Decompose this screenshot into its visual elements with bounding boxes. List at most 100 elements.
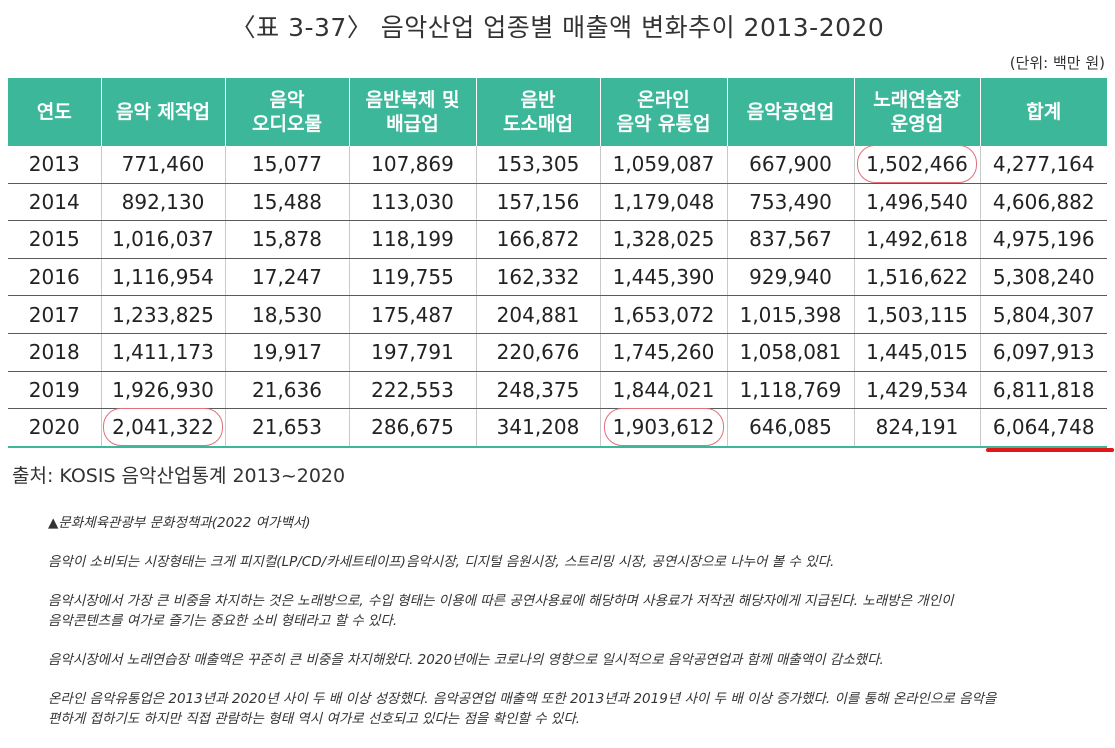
table-cell: 753,490	[727, 183, 855, 222]
table-cell: 929,940	[727, 258, 855, 297]
annotation-circle	[857, 145, 977, 184]
table-cell: 1,016,037	[101, 220, 226, 259]
table-cell: 118,199	[349, 220, 477, 259]
table-cell-circled: 1,903,612	[600, 408, 728, 448]
table-cell: 222,553	[349, 371, 477, 410]
header-cell: 음악 오디오물	[225, 78, 350, 146]
year-cell: 2018	[8, 333, 102, 372]
table-cell: 21,636	[225, 371, 350, 410]
cell-value: 2,041,322	[112, 415, 214, 440]
total-cell: 6,097,913	[980, 333, 1107, 372]
table-cell: 1,179,048	[600, 183, 728, 222]
table-cell: 1,059,087	[600, 146, 728, 184]
table-cell: 1,233,825	[101, 295, 226, 334]
table-cell-circled: 1,502,466	[854, 145, 981, 184]
table-cell: 15,878	[225, 220, 350, 259]
table-cell: 771,460	[101, 146, 226, 184]
header-cell: 온라인 음악 유통업	[600, 78, 728, 146]
header-row: 연도 음악 제작업 음악 오디오물 음반복제 및 배급업 음반 도소매업 온라인…	[8, 78, 1107, 146]
table-cell: 166,872	[476, 220, 601, 259]
annotation-circle	[603, 408, 724, 447]
note-paragraph: 온라인 음악유통업은 2013년과 2020년 사이 두 배 이상 성장했다. …	[48, 691, 997, 707]
notes-block: ▲문화체육관광부 문화정책과(2022 여가백서) 음악이 소비되는 시장형태는…	[48, 513, 1088, 729]
header-cell: 합계	[980, 78, 1107, 146]
table-cell: 153,305	[476, 146, 601, 184]
table-cell: 21,653	[225, 408, 350, 448]
year-cell: 2013	[8, 146, 102, 184]
table-row: 2019 1,926,930 21,636 222,553 248,375 1,…	[8, 371, 1107, 410]
table-cell: 107,869	[349, 146, 477, 184]
table-cell: 248,375	[476, 371, 601, 410]
total-cell: 6,064,748	[980, 408, 1107, 448]
year-cell: 2016	[8, 258, 102, 297]
table-cell: 1,745,260	[600, 333, 728, 372]
header-cell: 노래연습장 운영업	[854, 78, 981, 146]
table-cell: 1,926,930	[101, 371, 226, 410]
header-cell: 연도	[8, 78, 102, 146]
credit-line: ▲문화체육관광부 문화정책과(2022 여가백서)	[48, 515, 311, 531]
table-cell: 824,191	[854, 408, 981, 448]
year-cell: 2017	[8, 295, 102, 334]
table-cell: 1,503,115	[854, 295, 981, 334]
table-row: 2020 2,041,322 21,653 286,675 341,208 1,…	[8, 408, 1107, 448]
table-row: 2017 1,233,825 18,530 175,487 204,881 1,…	[8, 295, 1107, 334]
table-cell: 1,492,618	[854, 220, 981, 259]
table-cell: 1,516,622	[854, 258, 981, 297]
table-cell: 1,118,769	[727, 371, 855, 410]
table-cell: 286,675	[349, 408, 477, 448]
table-cell: 197,791	[349, 333, 477, 372]
total-cell: 4,606,882	[980, 183, 1107, 222]
table-cell: 1,411,173	[101, 333, 226, 372]
table-cell: 113,030	[349, 183, 477, 222]
table-cell: 119,755	[349, 258, 477, 297]
table-cell: 1,496,540	[854, 183, 981, 222]
table-row: 2016 1,116,954 17,247 119,755 162,332 1,…	[8, 258, 1107, 297]
table-row: 2014 892,130 15,488 113,030 157,156 1,17…	[8, 183, 1107, 222]
total-cell: 4,975,196	[980, 220, 1107, 259]
annotation-circle	[103, 408, 223, 447]
total-cell: 4,277,164	[980, 146, 1107, 184]
table-cell: 162,332	[476, 258, 601, 297]
table-cell: 1,445,390	[600, 258, 728, 297]
sales-table: 연도 음악 제작업 음악 오디오물 음반복제 및 배급업 음반 도소매업 온라인…	[8, 78, 1107, 448]
unit-label: (단위: 백만 원)	[1009, 54, 1105, 72]
header-cell: 음악 제작업	[101, 78, 226, 146]
note-paragraph: 음악시장에서 가장 큰 비중을 차지하는 것은 노래방으로, 수입 형태는 이용…	[48, 593, 954, 609]
table-title: 〈표 3-37〉 음악산업 업종별 매출액 변화추이 2013-2020	[230, 13, 885, 42]
year-cell: 2019	[8, 371, 102, 410]
table-cell: 204,881	[476, 295, 601, 334]
note-paragraph-cont: 음악콘텐츠를 여가로 즐기는 중요한 소비 형태라고 할 수 있다.	[48, 613, 398, 629]
table-cell: 17,247	[225, 258, 350, 297]
table-cell: 1,844,021	[600, 371, 728, 410]
table-cell: 1,015,398	[727, 295, 855, 334]
table-cell: 1,058,081	[727, 333, 855, 372]
table-cell: 892,130	[101, 183, 226, 222]
table-cell: 1,429,534	[854, 371, 981, 410]
header-cell: 음반 도소매업	[476, 78, 601, 146]
cell-value: 1,502,466	[866, 152, 968, 177]
table-cell: 1,445,015	[854, 333, 981, 372]
table-cell-circled: 2,041,322	[101, 408, 226, 448]
annotation-underline	[986, 448, 1114, 452]
cell-value: 1,903,612	[612, 415, 715, 440]
year-cell: 2020	[8, 408, 102, 448]
year-cell: 2014	[8, 183, 102, 222]
table-cell: 15,077	[225, 146, 350, 184]
table-cell: 15,488	[225, 183, 350, 222]
table-cell: 1,116,954	[101, 258, 226, 297]
table-cell: 157,156	[476, 183, 601, 222]
table-cell: 175,487	[349, 295, 477, 334]
table-row: 2015 1,016,037 15,878 118,199 166,872 1,…	[8, 220, 1107, 259]
note-paragraph-cont: 편하게 접하기도 하지만 직접 관람하는 형태 역시 여가로 선호되고 있다는 …	[48, 711, 581, 727]
source-note: 출처: KOSIS 음악산업통계 2013~2020	[12, 465, 346, 487]
table-cell: 18,530	[225, 295, 350, 334]
total-cell: 5,804,307	[980, 295, 1107, 334]
header-cell: 음악공연업	[727, 78, 855, 146]
year-cell: 2015	[8, 220, 102, 259]
note-paragraph: 음악이 소비되는 시장형태는 크게 피지컬(LP/CD/카세트테이프)음악시장,…	[48, 554, 835, 570]
table-cell: 1,653,072	[600, 295, 728, 334]
note-paragraph: 음악시장에서 노래연습장 매출액은 꾸준히 큰 비중을 차지해왔다. 2020년…	[48, 652, 884, 668]
total-cell: 6,811,818	[980, 371, 1107, 410]
total-cell: 5,308,240	[980, 258, 1107, 297]
table-cell: 19,917	[225, 333, 350, 372]
